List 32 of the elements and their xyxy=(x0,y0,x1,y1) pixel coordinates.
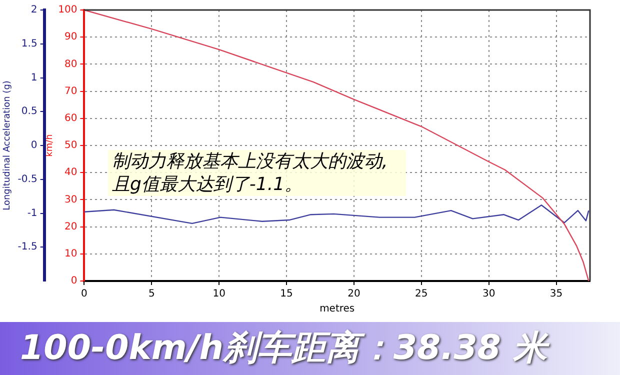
y-tick-label: 20 xyxy=(64,221,78,232)
y-tick-label: 60 xyxy=(64,112,78,124)
y-tick-label: 10 xyxy=(64,248,78,260)
text: 100-0km/h刹车距离：38.38 米 xyxy=(0,322,620,375)
y-axis-title: km/h xyxy=(45,134,56,157)
y-tick-label: 40 xyxy=(64,167,78,178)
y-tick-label: 50 xyxy=(64,140,78,152)
y-tick-label: 80 xyxy=(64,58,78,70)
y2-tick-label: -0.5 xyxy=(18,174,38,185)
y-tick-label: 90 xyxy=(64,32,78,43)
y2-tick-label: -1.5 xyxy=(18,242,38,253)
x-tick-label: 5 xyxy=(148,288,155,300)
y-tick-label: 70 xyxy=(64,86,78,97)
y2-axis-title: Longitudinal Acceleration (g) xyxy=(2,80,13,210)
annotation: 制动力释放基本上没有太大的波动, 且g值最大达到了-1.1。 xyxy=(108,150,406,196)
y2-tick-label: 0 xyxy=(30,140,38,152)
y2-tick-label: 0.5 xyxy=(21,106,38,118)
y2-tick-label: -1 xyxy=(27,208,38,219)
y2-tick-label: 1.5 xyxy=(21,38,38,50)
y-tick-label: 100 xyxy=(58,4,78,16)
y-tick-label: 30 xyxy=(64,194,78,206)
y-tick-label: 0 xyxy=(70,276,78,287)
x-tick-label: 20 xyxy=(348,288,360,300)
x-tick-label: 0 xyxy=(81,288,88,300)
x-tick-label: 25 xyxy=(415,288,428,300)
x-tick-label: 10 xyxy=(212,288,226,300)
x-tick-label: 35 xyxy=(550,288,563,300)
y2-tick-label: 1 xyxy=(30,72,38,84)
x-axis-title: metres xyxy=(320,304,355,315)
x-tick-label: 30 xyxy=(482,288,496,300)
y2-tick-label: 2 xyxy=(30,4,38,16)
x-tick-label: 15 xyxy=(280,288,293,300)
